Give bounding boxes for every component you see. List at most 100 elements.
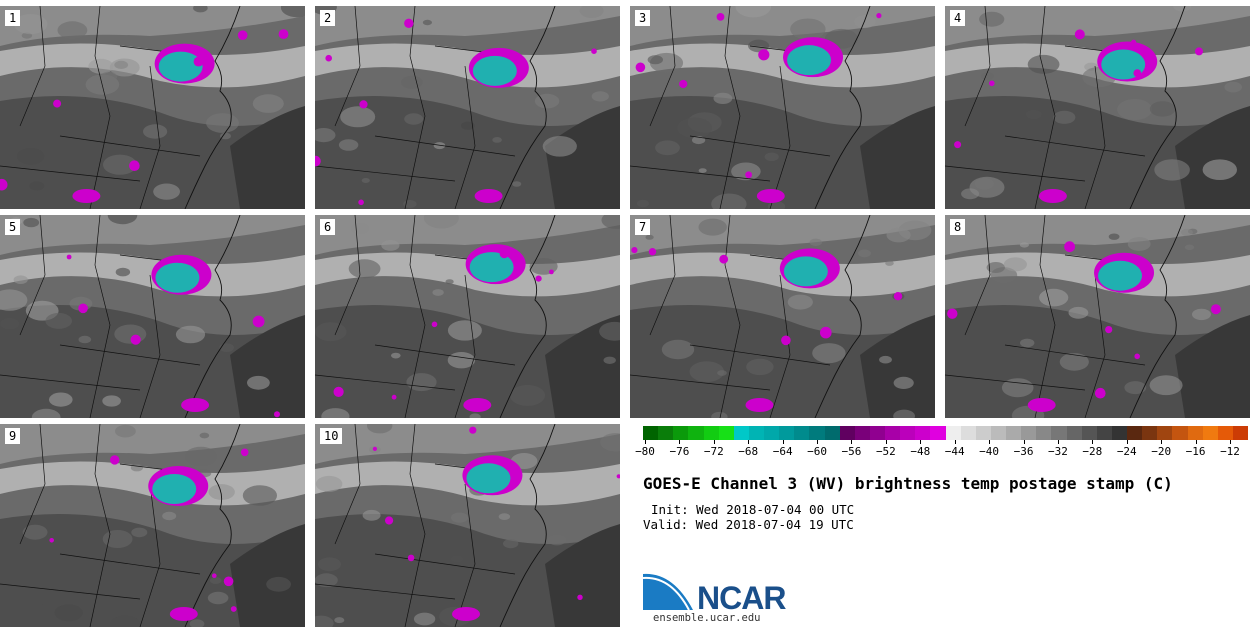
colorbar-tick: [954, 440, 956, 444]
colorbar-swatch: [809, 426, 825, 440]
colorbar-swatch: [869, 426, 885, 440]
panel-number-label: 7: [635, 219, 651, 235]
postage-stamp-panel: 8: [945, 215, 1250, 418]
panel-number-label: 5: [5, 219, 21, 235]
colorbar-ticks: −80 −76 −72 −68 −64 −60 −56 −52 −48 −44 −40 −36 −32 −…: [635, 440, 1248, 460]
init-time: Init: Wed 2018-07-04 00 UTC: [651, 502, 855, 517]
panel-number-label: 3: [635, 10, 651, 26]
colorbar-tick-label: −24: [1116, 445, 1137, 458]
colorbar-swatch: [1127, 426, 1143, 440]
colorbar-swatch: [1187, 426, 1203, 440]
colorbar-swatch: [643, 426, 659, 440]
panel-number-label: 9: [5, 428, 21, 444]
colorbar-tick-label: −12: [1220, 445, 1240, 458]
colorbar-swatch: [945, 426, 961, 440]
colorbar-swatch: [1142, 426, 1158, 440]
postage-stamp-panel: 4: [945, 6, 1250, 209]
colorbar-tick: [1161, 440, 1163, 444]
colorbar-tick-label: −68: [738, 445, 759, 458]
colorbar-tick-label: −76: [669, 445, 690, 458]
colorbar-tick: [645, 440, 646, 444]
colorbar-tick: [989, 440, 991, 444]
colorbar-swatch: [1036, 426, 1052, 440]
colorbar-swatch: [900, 426, 916, 440]
colorbar-tick-label: −56: [841, 445, 862, 458]
site-url: ensemble.ucar.edu: [653, 612, 761, 624]
colorbar-swatch: [779, 426, 795, 440]
postage-stamp-panel: 6: [315, 215, 620, 418]
colorbar-swatch: [1066, 426, 1082, 440]
colorbar-tick-label: −40: [979, 445, 1000, 458]
postage-stamp-panel: 3: [630, 6, 935, 209]
postage-stamp-panel: 9: [0, 424, 305, 627]
colorbar-swatch: [794, 426, 810, 440]
colorbar-swatch: [930, 426, 946, 440]
colorbar-swatch: [658, 426, 674, 440]
colorbar-swatch: [718, 426, 734, 440]
colorbar-tick: [713, 440, 715, 444]
colorbar-swatch: [1081, 426, 1097, 440]
colorbar-tick: [1057, 440, 1059, 444]
panel-number-label: 8: [950, 219, 966, 235]
colorbar-tick-label: −72: [703, 445, 724, 458]
postage-stamp-panel: 10: [315, 424, 620, 627]
colorbar-tick-label: −52: [875, 445, 896, 458]
colorbar-tick: [748, 440, 750, 444]
colorbar-swatch: [1232, 426, 1248, 440]
ncar-logo-icon: [643, 570, 696, 611]
colorbar-swatch: [703, 426, 719, 440]
colorbar-tick: [679, 440, 681, 444]
colorbar-tick-label: −48: [910, 445, 931, 458]
colorbar-swatch: [1202, 426, 1218, 440]
colorbar-swatch: [673, 426, 689, 440]
colorbar-tick-label: −60: [807, 445, 827, 458]
colorbar-swatch: [824, 426, 840, 440]
colorbar-swatch: [1172, 426, 1188, 440]
colorbar-tick-label: −16: [1185, 445, 1206, 458]
colorbar-swatch: [748, 426, 764, 440]
colorbar-swatch: [1006, 426, 1022, 440]
colorbar-tick-label: −80: [635, 445, 655, 458]
postage-stamp-panel: 2: [315, 6, 620, 209]
colorbar-swatch: [1217, 426, 1233, 440]
colorbar-swatch: [1021, 426, 1037, 440]
colorbar-swatch: [1111, 426, 1127, 440]
colorbar-tick: [1092, 440, 1094, 444]
colorbar-tick-label: −32: [1048, 445, 1068, 458]
colorbar-swatch: [733, 426, 749, 440]
postage-stamp-panel: 5: [0, 215, 305, 418]
colorbar-tick: [1126, 440, 1128, 444]
colorbar-tick: [782, 440, 784, 444]
colorbar-tick: [920, 440, 922, 444]
postage-stamp-panel: 7: [630, 215, 935, 418]
colorbar-swatch: [1157, 426, 1173, 440]
colorbar-tick: [817, 440, 819, 444]
colorbar: [643, 426, 1248, 440]
colorbar-swatch: [839, 426, 855, 440]
colorbar-tick: [885, 440, 887, 444]
panel-number-label: 4: [950, 10, 966, 26]
chart-title: GOES-E Channel 3 (WV) brightness temp po…: [643, 474, 1173, 493]
colorbar-swatch: [915, 426, 931, 440]
postage-stamp-panel: 1: [0, 6, 305, 209]
colorbar-tick-label: −44: [944, 445, 965, 458]
colorbar-tick: [851, 440, 853, 444]
colorbar-tick: [1230, 440, 1231, 444]
colorbar-swatch: [885, 426, 901, 440]
colorbar-tick-label: −64: [772, 445, 793, 458]
colorbar-tick-label: −28: [1082, 445, 1103, 458]
valid-time: Valid: Wed 2018-07-04 19 UTC: [643, 517, 854, 532]
ncar-logo-text: NCAR: [697, 580, 786, 616]
colorbar-tick: [1023, 440, 1025, 444]
colorbar-tick: [1195, 440, 1197, 444]
colorbar-tick-label: −20: [1151, 445, 1172, 458]
panel-number-label: 2: [320, 10, 336, 26]
colorbar-swatch: [1096, 426, 1112, 440]
colorbar-swatch: [764, 426, 780, 440]
panel-number-label: 6: [320, 219, 336, 235]
colorbar-swatch: [854, 426, 870, 440]
colorbar-swatch: [960, 426, 976, 440]
colorbar-swatch: [975, 426, 991, 440]
colorbar-swatch: [990, 426, 1006, 440]
panel-number-label: 10: [320, 428, 343, 444]
